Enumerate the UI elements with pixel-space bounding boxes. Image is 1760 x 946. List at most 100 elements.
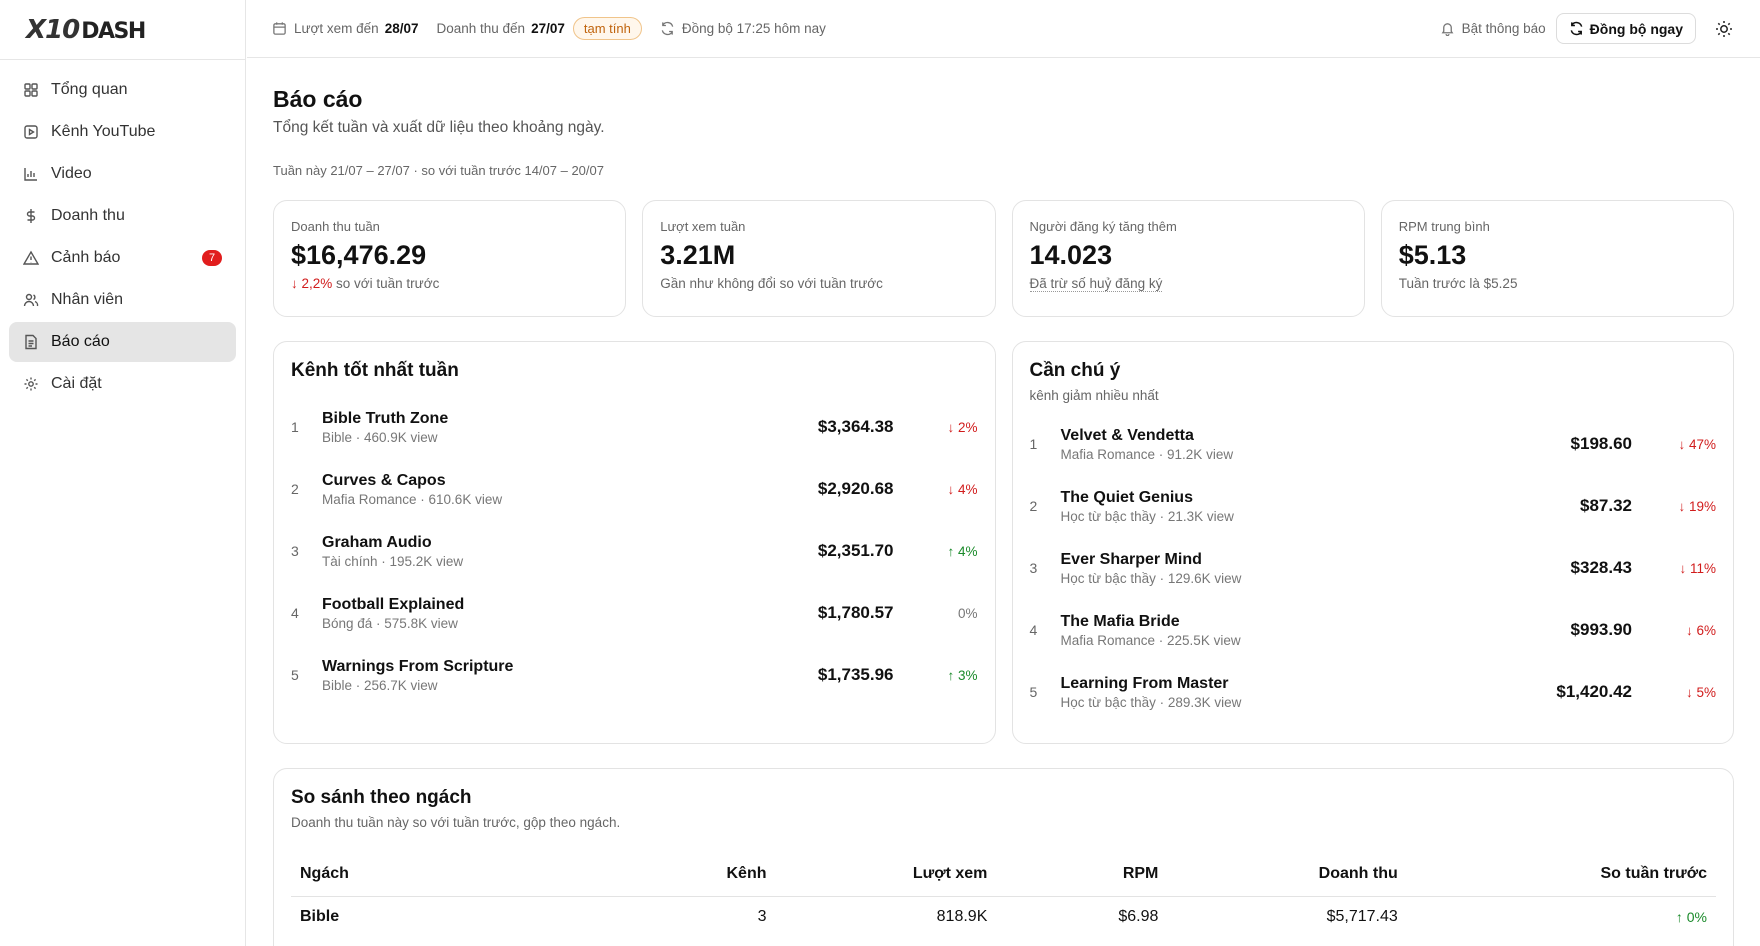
- stat-card-weekly-revenue: Doanh thu tuần $16,476.29 ↓ 2,2% so với …: [273, 200, 627, 317]
- sidebar-item-overview[interactable]: Tổng quan: [9, 70, 236, 110]
- revenue-date: 27/07: [531, 21, 565, 36]
- column-header-views[interactable]: Lượt xem: [775, 852, 997, 897]
- page-subtitle: Tổng kết tuần và xuất dữ liệu theo khoản…: [273, 119, 605, 136]
- stat-note: Tuần trước là $5.25: [1398, 276, 1518, 291]
- rank-revenue: $328.43: [1570, 558, 1632, 577]
- column-header-revenue[interactable]: Doanh thu: [1167, 852, 1407, 897]
- channel-rank-item[interactable]: 1 Bible Truth Zone Bible · 460.9K view $3,3…: [291, 396, 978, 458]
- sync-status-text: Đồng bộ 17:25 hôm nay: [681, 21, 826, 36]
- rank-info: Velvet & Vendetta Mafia Romance · 91.2K v…: [1061, 427, 1473, 462]
- revenue-label: Doanh thu đến: [436, 21, 526, 36]
- calendar-icon: [272, 21, 287, 36]
- sidebar-item-revenue[interactable]: Doanh thu: [9, 196, 236, 236]
- channel-name: Bible Truth Zone: [322, 409, 449, 427]
- sidebar-item-label: Nhân viên: [51, 291, 124, 308]
- sync-status: Đồng bộ 17:25 hôm nay: [660, 21, 826, 36]
- niche-compare-panel: So sánh theo ngách Doanh thu tuần này so…: [273, 768, 1734, 946]
- sidebar-item-youtube[interactable]: Kênh YouTube: [9, 112, 236, 152]
- channel-meta: Mafia Romance · 91.2K view: [1060, 446, 1234, 462]
- attention-panel: Cần chú ý kênh giảm nhiều nhất 1 Velvet &…: [1011, 341, 1734, 744]
- rank-revenue: $993.90: [1570, 620, 1632, 639]
- brand-logo[interactable]: X10 DASH: [26, 15, 146, 45]
- column-header-niche[interactable]: Ngách: [291, 852, 605, 897]
- sidebar-item-alerts[interactable]: Cảnh báo 7: [9, 238, 236, 278]
- rank-change: ↓ 47%: [1678, 436, 1716, 452]
- stat-label: Người đăng ký tăng thêm: [1029, 219, 1177, 234]
- column-header-channels[interactable]: Kênh: [604, 852, 776, 897]
- rank-revenue: $2,351.70: [817, 541, 894, 560]
- stat-label: Doanh thu tuần: [291, 219, 380, 234]
- cell-views: 818.9K: [936, 908, 988, 926]
- rank-revenue: $2,920.68: [817, 479, 894, 498]
- sidebar: X10 DASH Tổng quan Kênh YouTube Video Do…: [0, 0, 246, 946]
- rank-change: ↑ 4%: [947, 543, 978, 559]
- sidebar-item-settings[interactable]: Cài đặt: [9, 364, 236, 404]
- table-row[interactable]: Bible 3 818.9K $6.98 $5,717.43 ↑ 0%: [291, 896, 1716, 938]
- channel-rank-item[interactable]: 4 Football Explained Bóng đá · 575.8K view…: [291, 582, 978, 644]
- sidebar-nav: Tổng quan Kênh YouTube Video Doanh thu C…: [0, 60, 245, 416]
- channel-rank-item[interactable]: 5 Learning From Master Học từ bậc thầy · 2…: [1030, 661, 1717, 723]
- rank-number: 3: [1029, 560, 1038, 576]
- best-channels-list: 1 Bible Truth Zone Bible · 460.9K view $3,3…: [291, 396, 978, 706]
- rank-info: Ever Sharper Mind Học từ bậc thầy · 129.6…: [1061, 551, 1473, 586]
- panel-title: Kênh tốt nhất tuần: [291, 360, 459, 381]
- topbar: Lượt xem đến 28/07 Doanh thu đến 27/07 t…: [247, 0, 1760, 58]
- rank-revenue: $1,735.96: [817, 665, 894, 684]
- rank-number: 5: [291, 667, 299, 683]
- rank-change: ↓ 6%: [1685, 622, 1716, 638]
- stat-change: ↓ 2,2%: [291, 276, 333, 291]
- rank-panels: Kênh tốt nhất tuần 1 Bible Truth Zone Bibl…: [273, 341, 1734, 744]
- channel-meta: Bóng đá · 575.8K view: [322, 615, 458, 631]
- channel-rank-item[interactable]: 5 Warnings From Scripture Bible · 256.7K v…: [291, 644, 978, 706]
- channel-name: Learning From Master: [1060, 674, 1229, 692]
- cell-channels: 3: [757, 908, 767, 926]
- sidebar-item-label: Báo cáo: [51, 333, 110, 350]
- niche-table: Ngách Kênh Lượt xem RPM Doanh thu So tuầ…: [291, 852, 1716, 938]
- channel-meta: Bible · 256.7K view: [322, 677, 438, 693]
- cell-rpm: $6.98: [1118, 908, 1159, 926]
- stat-note-text: Đã trừ số huỷ đăng ký: [1029, 276, 1163, 292]
- channel-name: Warnings From Scripture: [322, 657, 514, 675]
- rank-change: 0%: [957, 605, 978, 621]
- cell-revenue: $5,717.43: [1326, 908, 1398, 926]
- sidebar-item-label: Cài đặt: [51, 375, 102, 392]
- notify-toggle[interactable]: Bật thông báo: [1440, 21, 1546, 36]
- channel-rank-item[interactable]: 3 Ever Sharper Mind Học từ bậc thầy · 129.…: [1030, 537, 1717, 599]
- stat-note: ↓ 2,2% so với tuần trước: [291, 276, 608, 291]
- channel-name: Graham Audio: [322, 533, 432, 551]
- sync-now-button[interactable]: Đồng bộ ngay: [1555, 13, 1696, 44]
- stat-value: 14.023: [1029, 240, 1113, 270]
- cell-change: ↑ 0%: [1675, 909, 1707, 926]
- stat-value: $5.13: [1398, 240, 1467, 270]
- stat-value: 3.21M: [660, 240, 736, 270]
- sync-now-label: Đồng bộ ngay: [1589, 20, 1683, 37]
- channel-rank-item[interactable]: 2 Curves & Capos Mafia Romance · 610.6K vi…: [291, 458, 978, 520]
- sun-icon[interactable]: [1714, 19, 1734, 39]
- sidebar-item-reports[interactable]: Báo cáo: [9, 322, 236, 362]
- panel-title: So sánh theo ngách: [291, 787, 472, 808]
- sidebar-item-label: Tổng quan: [51, 81, 128, 98]
- attention-list: 1 Velvet & Vendetta Mafia Romance · 91.2K …: [1030, 413, 1717, 723]
- channel-meta: Bible · 460.9K view: [322, 429, 438, 445]
- channel-rank-item[interactable]: 4 The Mafia Bride Mafia Romance · 225.5K v…: [1030, 599, 1717, 661]
- rank-number: 2: [291, 481, 299, 497]
- gear-icon: [23, 376, 39, 392]
- rank-info: Bible Truth Zone Bible · 460.9K view: [322, 410, 734, 445]
- channel-rank-item[interactable]: 2 The Quiet Genius Học từ bậc thầy · 21.3K…: [1030, 475, 1717, 537]
- column-header-change[interactable]: So tuần trước: [1406, 852, 1716, 897]
- rank-info: Graham Audio Tài chính · 195.2K view: [322, 534, 734, 569]
- column-header-rpm[interactable]: RPM: [996, 852, 1168, 897]
- sidebar-item-staff[interactable]: Nhân viên: [9, 280, 236, 320]
- channel-rank-item[interactable]: 3 Graham Audio Tài chính · 195.2K view $2,3…: [291, 520, 978, 582]
- rank-info: The Quiet Genius Học từ bậc thầy · 21.3K …: [1061, 489, 1473, 524]
- rank-info: The Mafia Bride Mafia Romance · 225.5K vi…: [1061, 613, 1473, 648]
- sidebar-item-label: Video: [51, 165, 92, 182]
- rank-number: 1: [291, 419, 299, 435]
- channel-name: Velvet & Vendetta: [1060, 426, 1194, 444]
- channel-name: The Quiet Genius: [1060, 488, 1193, 506]
- views-date: 28/07: [384, 21, 419, 36]
- sidebar-item-video[interactable]: Video: [9, 154, 236, 194]
- channel-rank-item[interactable]: 1 Velvet & Vendetta Mafia Romance · 91.2K …: [1030, 413, 1717, 475]
- topbar-actions: Bật thông báo Đồng bộ ngay: [1440, 13, 1734, 44]
- warning-icon: [23, 250, 39, 266]
